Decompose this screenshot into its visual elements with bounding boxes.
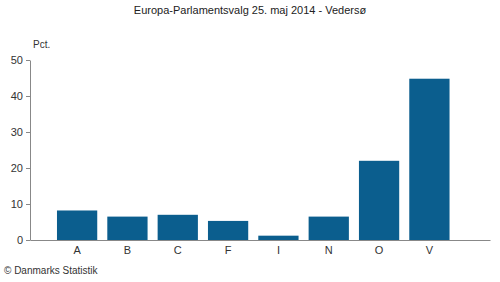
y-tick: 0 <box>17 234 30 246</box>
bar <box>107 217 147 240</box>
x-tick-label: F <box>225 244 232 256</box>
y-axis: 0 10 20 30 40 50 <box>11 54 31 246</box>
y-tick: 50 <box>11 54 30 66</box>
bar <box>359 161 399 240</box>
y-tick-mark <box>26 204 30 205</box>
y-tick-mark <box>26 60 30 61</box>
footer: © Danmarks Statistik <box>4 265 99 276</box>
y-tick-label: 30 <box>11 126 23 138</box>
y-tick: 30 <box>11 126 30 138</box>
bars <box>57 79 450 240</box>
bar <box>309 217 349 240</box>
y-axis-title: Pct. <box>33 39 50 50</box>
x-tick-label: C <box>174 244 182 256</box>
x-axis: ABCFINOV <box>31 240 491 256</box>
y-tick-mark <box>26 240 30 241</box>
bar <box>57 210 97 240</box>
x-tick: O <box>375 240 384 256</box>
y-tick-label: 0 <box>17 234 23 246</box>
x-tick: N <box>325 240 333 256</box>
x-tick-label: I <box>277 244 280 256</box>
x-tick: A <box>73 240 81 256</box>
x-tick-label: N <box>325 244 333 256</box>
y-tick-mark <box>26 168 30 169</box>
x-tick-label: O <box>375 244 384 256</box>
bar <box>208 221 248 240</box>
y-tick-label: 10 <box>11 198 23 210</box>
bar <box>158 215 198 240</box>
y-tick-label: 50 <box>11 54 23 66</box>
title: Europa-Parlamentsvalg 25. maj 2014 - Ved… <box>134 4 367 16</box>
bar <box>409 79 449 240</box>
chart: 0 10 20 30 40 50 A B C F I N O V Europa-Parlamentsvalg… <box>0 0 500 282</box>
y-tick: 40 <box>11 90 30 102</box>
y-tick-label: 20 <box>11 162 23 174</box>
x-tick: V <box>426 240 434 256</box>
y-tick-mark <box>26 132 30 133</box>
y-tick: 20 <box>11 162 30 174</box>
x-tick: C <box>174 240 182 256</box>
x-tick: I <box>277 240 280 256</box>
x-tick-label: B <box>124 244 131 256</box>
x-tick-label: A <box>73 244 81 256</box>
x-tick: F <box>225 240 232 256</box>
y-axis-line <box>30 61 31 241</box>
x-tick-label: V <box>426 244 434 256</box>
y-tick: 10 <box>11 198 30 210</box>
x-axis-line <box>31 240 491 241</box>
y-tick-label: 40 <box>11 90 23 102</box>
x-tick: B <box>124 240 131 256</box>
bar <box>258 236 298 240</box>
y-tick-mark <box>26 96 30 97</box>
